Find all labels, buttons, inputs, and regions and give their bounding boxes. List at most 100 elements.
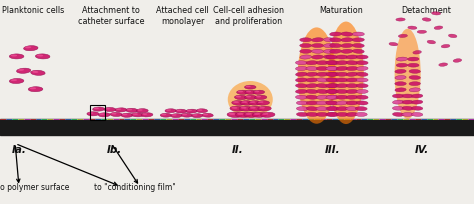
Ellipse shape	[245, 91, 256, 95]
Ellipse shape	[237, 91, 249, 95]
Ellipse shape	[427, 41, 436, 45]
Ellipse shape	[11, 55, 17, 57]
Ellipse shape	[182, 114, 187, 116]
Ellipse shape	[327, 113, 338, 117]
Ellipse shape	[126, 109, 138, 113]
Ellipse shape	[105, 108, 110, 110]
Ellipse shape	[408, 58, 419, 62]
Ellipse shape	[295, 84, 308, 88]
Ellipse shape	[327, 107, 339, 111]
Ellipse shape	[327, 84, 338, 88]
Ellipse shape	[306, 90, 318, 94]
Ellipse shape	[92, 108, 105, 112]
Ellipse shape	[237, 113, 244, 115]
Ellipse shape	[329, 33, 342, 37]
Ellipse shape	[389, 43, 398, 47]
Ellipse shape	[240, 101, 253, 106]
Ellipse shape	[356, 61, 368, 65]
Ellipse shape	[28, 87, 43, 92]
Ellipse shape	[356, 79, 368, 83]
Ellipse shape	[327, 61, 339, 65]
Ellipse shape	[316, 101, 328, 105]
Ellipse shape	[196, 109, 208, 113]
Ellipse shape	[172, 115, 177, 116]
Ellipse shape	[422, 19, 431, 22]
Ellipse shape	[104, 108, 116, 112]
Ellipse shape	[162, 114, 166, 116]
Ellipse shape	[25, 47, 31, 49]
Ellipse shape	[330, 39, 341, 43]
Ellipse shape	[171, 114, 182, 118]
Ellipse shape	[30, 88, 36, 90]
Ellipse shape	[356, 67, 368, 71]
Ellipse shape	[111, 113, 117, 115]
Ellipse shape	[355, 113, 367, 117]
Ellipse shape	[327, 90, 339, 94]
Ellipse shape	[336, 96, 348, 100]
Ellipse shape	[37, 55, 43, 57]
Ellipse shape	[142, 114, 147, 115]
Ellipse shape	[295, 96, 308, 100]
Ellipse shape	[409, 82, 420, 86]
Ellipse shape	[441, 45, 450, 49]
Ellipse shape	[18, 69, 24, 72]
Ellipse shape	[87, 112, 99, 116]
Ellipse shape	[296, 73, 307, 77]
Ellipse shape	[326, 90, 338, 94]
Ellipse shape	[395, 76, 406, 80]
Text: Ia.: Ia.	[12, 144, 27, 154]
Ellipse shape	[408, 64, 419, 68]
Ellipse shape	[417, 31, 427, 34]
Ellipse shape	[311, 44, 324, 48]
Ellipse shape	[356, 101, 368, 105]
Ellipse shape	[94, 108, 99, 110]
Ellipse shape	[448, 35, 457, 39]
Ellipse shape	[341, 33, 353, 37]
Ellipse shape	[402, 107, 413, 111]
Ellipse shape	[326, 84, 338, 88]
Text: Attachment to
catheter surface: Attachment to catheter surface	[78, 6, 145, 26]
Ellipse shape	[300, 39, 312, 43]
Ellipse shape	[193, 115, 198, 116]
Ellipse shape	[241, 102, 247, 104]
Ellipse shape	[228, 82, 273, 118]
Ellipse shape	[324, 56, 335, 60]
Ellipse shape	[439, 64, 447, 67]
Ellipse shape	[329, 44, 342, 48]
Ellipse shape	[227, 113, 242, 118]
Ellipse shape	[262, 113, 268, 115]
Ellipse shape	[411, 94, 423, 99]
Ellipse shape	[187, 110, 192, 112]
Ellipse shape	[259, 107, 265, 109]
Ellipse shape	[356, 73, 368, 77]
Ellipse shape	[327, 79, 338, 83]
Ellipse shape	[232, 101, 245, 106]
Ellipse shape	[395, 70, 406, 74]
Text: Detachment: Detachment	[401, 6, 452, 15]
Ellipse shape	[336, 101, 348, 105]
Ellipse shape	[250, 102, 255, 104]
Ellipse shape	[336, 56, 348, 60]
Ellipse shape	[346, 79, 358, 83]
Ellipse shape	[346, 61, 358, 65]
Ellipse shape	[306, 67, 318, 71]
Ellipse shape	[336, 90, 348, 94]
Ellipse shape	[323, 44, 336, 48]
Ellipse shape	[336, 113, 348, 117]
Ellipse shape	[141, 113, 153, 117]
Ellipse shape	[186, 110, 197, 113]
Ellipse shape	[409, 70, 420, 74]
Ellipse shape	[116, 109, 121, 110]
Bar	[0, 119, 474, 136]
Ellipse shape	[316, 73, 328, 77]
Ellipse shape	[336, 84, 348, 88]
Ellipse shape	[258, 102, 264, 104]
Ellipse shape	[346, 96, 358, 100]
Bar	[90, 106, 105, 120]
Ellipse shape	[121, 114, 133, 118]
Ellipse shape	[235, 96, 247, 100]
Ellipse shape	[395, 88, 406, 92]
Ellipse shape	[256, 96, 261, 98]
Ellipse shape	[238, 91, 243, 93]
Ellipse shape	[253, 91, 264, 95]
